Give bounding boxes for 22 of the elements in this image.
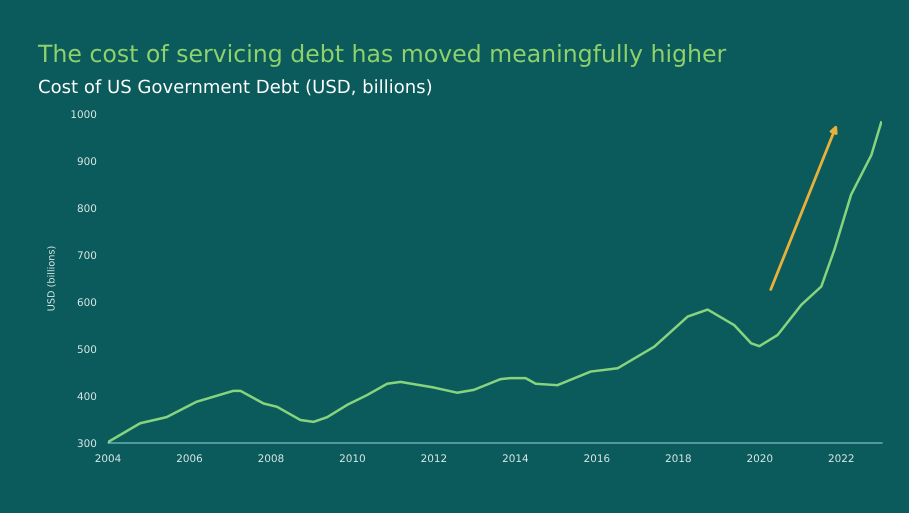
x-tick-label: 2008: [258, 454, 284, 462]
line-series: [108, 121, 882, 443]
x-tick-label: 2010: [340, 454, 365, 462]
x-tick-label: 2016: [584, 454, 610, 462]
x-tick-label: 2018: [666, 454, 691, 462]
y-tick-label: 600: [78, 298, 96, 306]
x-tick-label: 2006: [176, 454, 202, 462]
x-tick-label: 2012: [421, 454, 446, 462]
chart-subtitle: Cost of US Government Debt (USD, billions): [39, 79, 432, 96]
y-tick-label: 500: [78, 345, 96, 354]
y-tick-label: 1000: [72, 110, 96, 118]
x-tick-label: 2004: [96, 454, 121, 462]
y-tick-label: 700: [78, 251, 96, 260]
y-tick-label: 900: [78, 157, 96, 166]
x-tick-label: 2022: [828, 454, 854, 462]
x-tick-label: 2014: [502, 454, 528, 462]
chart-title: The cost of servicing debt has moved meaningfully higher: [38, 44, 726, 67]
y-tick-label: 800: [78, 204, 96, 212]
y-tick-label: 400: [78, 392, 96, 400]
x-tick-label: 2020: [747, 454, 772, 462]
y-tick-label: 300: [78, 439, 96, 448]
y-axis-title: USD (billions): [47, 246, 56, 310]
